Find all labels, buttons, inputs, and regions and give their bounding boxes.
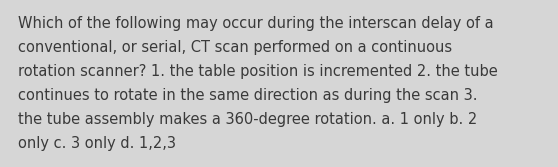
Text: continues to rotate in the same direction as during the scan 3.: continues to rotate in the same directio… <box>18 88 478 103</box>
Text: the tube assembly makes a 360-degree rotation. a. 1 only b. 2: the tube assembly makes a 360-degree rot… <box>18 112 477 127</box>
Text: Which of the following may occur during the interscan delay of a: Which of the following may occur during … <box>18 16 494 31</box>
Text: rotation scanner? 1. the table position is incremented 2. the tube: rotation scanner? 1. the table position … <box>18 64 498 79</box>
Text: only c. 3 only d. 1,2,3: only c. 3 only d. 1,2,3 <box>18 136 176 151</box>
Text: conventional, or serial, CT scan performed on a continuous: conventional, or serial, CT scan perform… <box>18 40 452 55</box>
